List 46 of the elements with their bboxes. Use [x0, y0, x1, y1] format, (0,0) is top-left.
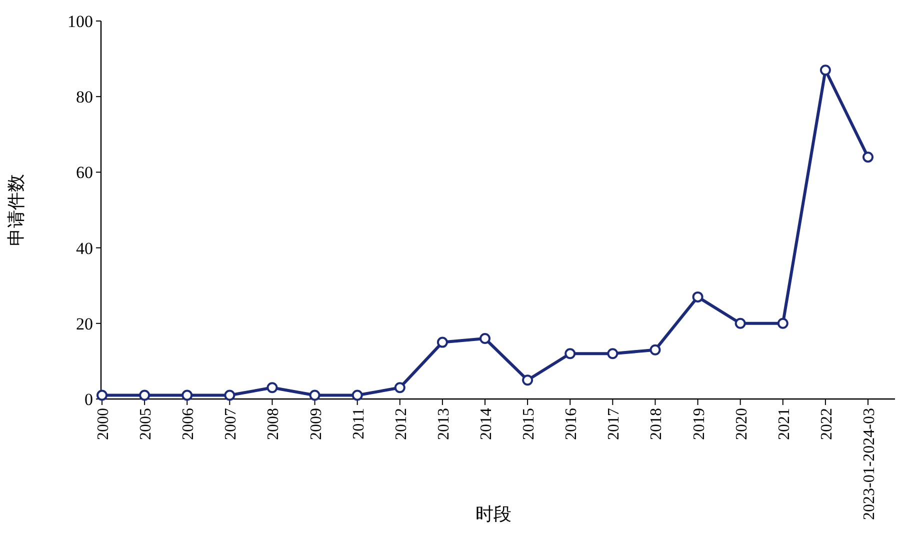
x-tick-label: 2012: [392, 408, 410, 440]
x-tick-label: 2021: [776, 408, 793, 440]
point: [480, 333, 490, 344]
x-tick-label: 2014: [478, 408, 495, 440]
point: [436, 336, 448, 348]
point: [777, 318, 788, 329]
point: [820, 64, 831, 76]
y-tick-label: 20: [76, 314, 93, 334]
x-tick-label: 2007: [222, 408, 240, 440]
y-tick-label: 100: [68, 12, 93, 31]
x-tick-label: 2000: [95, 408, 112, 440]
point: [522, 374, 534, 386]
x-tick-label: 2017: [606, 408, 623, 440]
point: [352, 390, 363, 401]
x-tick-label: 2006: [180, 408, 198, 440]
point: [309, 390, 320, 401]
point: [734, 318, 746, 329]
point: [692, 291, 704, 302]
x-tick-label: 2013: [435, 408, 452, 440]
y-tick-label: 80: [76, 88, 93, 107]
point: [182, 390, 193, 401]
x-tick-label: 2020: [733, 408, 750, 440]
x-tick-label: 2016: [563, 408, 580, 440]
x-tick-label: 2008: [265, 408, 282, 440]
point: [224, 390, 236, 401]
point: [394, 382, 406, 394]
point: [862, 152, 874, 163]
point: [607, 348, 618, 360]
x-tick-label: 2011: [350, 408, 368, 440]
point: [139, 390, 150, 401]
x-tick-label: 2005: [138, 408, 155, 440]
y-axis-title: 申请件数: [6, 174, 26, 246]
point: [650, 344, 661, 356]
y-tick-label: 40: [76, 238, 93, 258]
x-tick-label: 2018: [648, 408, 666, 440]
point: [564, 348, 576, 360]
x-axis-title: 时段: [476, 504, 512, 524]
point: [266, 382, 278, 394]
y-tick-label: 0: [84, 390, 93, 409]
x-tick-label: 2019: [690, 408, 708, 440]
point: [96, 390, 108, 401]
y-tick-label: 60: [76, 163, 93, 182]
x-tick-label: 2023-01-2024-03: [861, 408, 878, 520]
x-tick-label: 2022: [818, 408, 836, 440]
x-tick-label: 2015: [520, 408, 538, 440]
x-tick-label: 2009: [308, 408, 325, 440]
